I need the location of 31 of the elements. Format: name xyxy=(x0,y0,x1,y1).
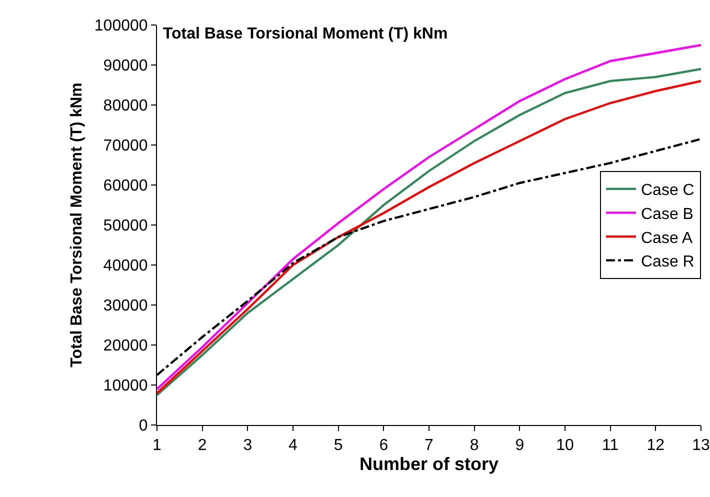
legend-label: Case C xyxy=(641,182,694,200)
x-tick-label: 11 xyxy=(602,437,619,454)
x-tick-label: 4 xyxy=(288,437,298,454)
x-tick-label: 2 xyxy=(198,437,207,454)
x-tick-label: 9 xyxy=(515,437,524,454)
legend-label: Case A xyxy=(641,230,693,247)
y-tick-label: 20000 xyxy=(103,338,148,355)
y-tick-label: 60000 xyxy=(103,178,148,195)
x-tick-label: 13 xyxy=(692,437,710,454)
y-tick-label: 100000 xyxy=(94,18,148,35)
x-tick-label: 5 xyxy=(334,437,343,454)
x-tick-label: 12 xyxy=(646,437,665,454)
x-tick-label: 7 xyxy=(424,437,434,454)
x-axis-title: Number of story xyxy=(359,454,499,474)
y-tick-label: 0 xyxy=(138,418,148,435)
y-tick-label: 40000 xyxy=(103,258,148,275)
y-tick-label: 30000 xyxy=(103,298,148,315)
y-tick-label: 70000 xyxy=(103,138,148,155)
x-tick-label: 6 xyxy=(379,437,388,454)
y-tick-label: 90000 xyxy=(103,58,148,75)
y-tick-label: 10000 xyxy=(103,378,148,395)
x-tick-label: 3 xyxy=(243,437,252,454)
legend-label: Case B xyxy=(641,206,694,223)
x-tick-label: 1 xyxy=(152,437,162,454)
y-axis-title: Total Base Torsional Moment (T) kNm xyxy=(68,82,86,368)
x-tick-label: 10 xyxy=(556,437,574,454)
y-tick-label: 50000 xyxy=(103,218,148,235)
legend-label: Case R xyxy=(641,254,694,271)
y-tick-label: 80000 xyxy=(103,98,148,115)
x-tick-label: 8 xyxy=(470,437,479,454)
chart-title: Total Base Torsional Moment (T) kNm xyxy=(162,26,448,43)
